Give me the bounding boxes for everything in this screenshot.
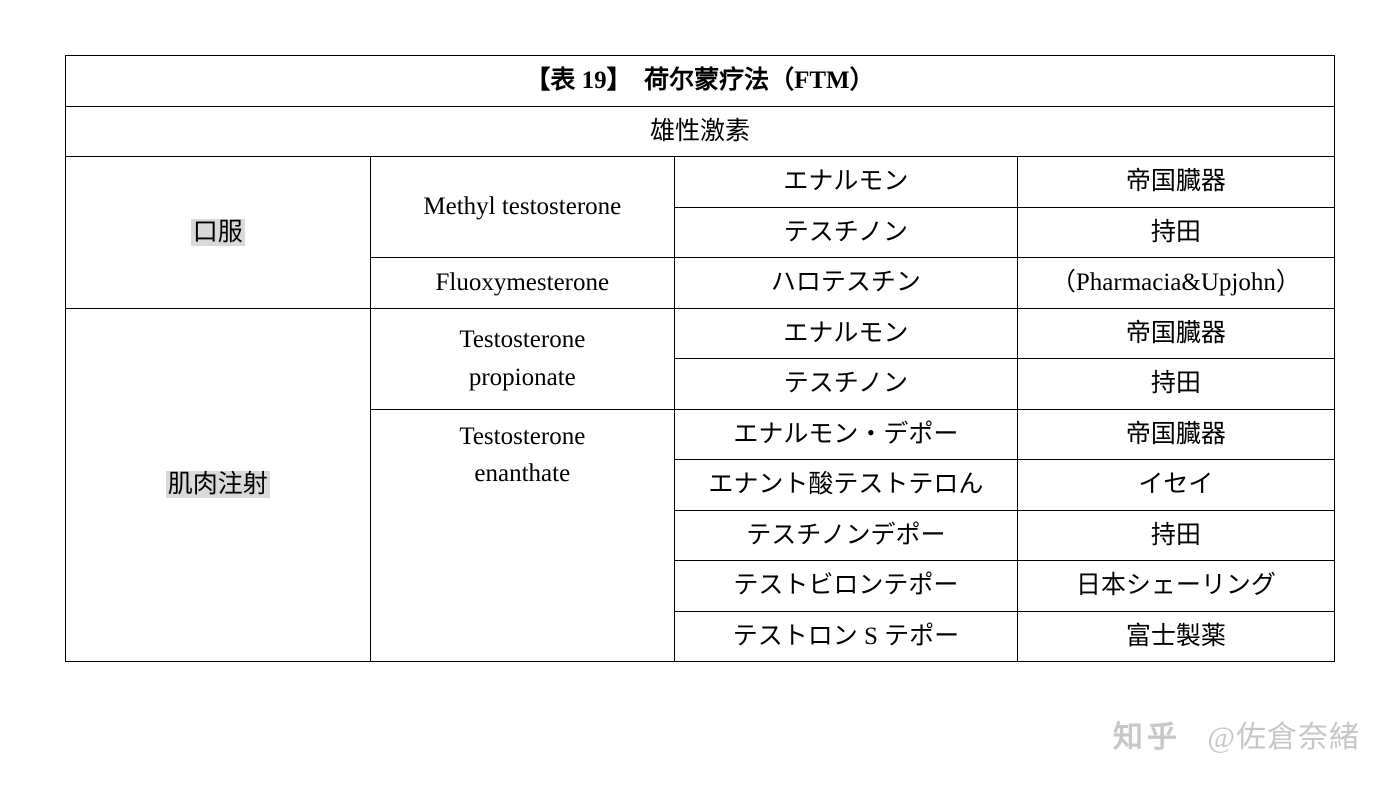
- table-subheader: 雄性激素: [66, 106, 1335, 157]
- compound-cell: Methyl testosterone: [370, 157, 675, 258]
- brand-cell: エナルモン: [675, 308, 1018, 359]
- brand-cell: テスチノンデポー: [675, 510, 1018, 561]
- compound-cell: Fluoxymesterone: [370, 258, 675, 309]
- table-row: 肌肉注射 Testosterone propionate エナルモン 帝国臓器: [66, 308, 1335, 359]
- maker-cell: 帝国臓器: [1017, 157, 1334, 208]
- table-row: 雄性激素: [66, 106, 1335, 157]
- maker-cell: 富士製薬: [1017, 611, 1334, 662]
- brand-cell: エナルモン・デポー: [675, 409, 1018, 460]
- brand-cell: テスチノン: [675, 207, 1018, 258]
- watermark-author: @佐倉奈緒: [1207, 721, 1360, 754]
- watermark: 知乎 @佐倉奈緒: [1113, 712, 1360, 756]
- brand-cell: テスチノン: [675, 359, 1018, 410]
- maker-cell: 帝国臓器: [1017, 409, 1334, 460]
- maker-cell: 日本シェーリング: [1017, 561, 1334, 612]
- maker-cell: （Pharmacia&Upjohn）: [1017, 258, 1334, 309]
- table-title: 【表 19】 荷尔蒙疗法（FTM）: [66, 56, 1335, 107]
- brand-cell: エナルモン: [675, 157, 1018, 208]
- maker-cell: イセイ: [1017, 460, 1334, 511]
- table-row: 口服 Methyl testosterone エナルモン 帝国臓器: [66, 157, 1335, 208]
- watermark-logo: 知乎: [1113, 721, 1181, 754]
- route-injection: 肌肉注射: [66, 308, 371, 662]
- maker-cell: 持田: [1017, 510, 1334, 561]
- route-oral: 口服: [66, 157, 371, 309]
- page-wrapper: 【表 19】 荷尔蒙疗法（FTM） 雄性激素 口服 Methyl testost…: [0, 0, 1400, 717]
- brand-cell: テストロン S テポー: [675, 611, 1018, 662]
- brand-cell: テストビロンテポー: [675, 561, 1018, 612]
- maker-cell: 持田: [1017, 207, 1334, 258]
- compound-cell: Testosterone propionate: [370, 308, 675, 409]
- brand-cell: エナント酸テストテロん: [675, 460, 1018, 511]
- compound-line2: propionate: [469, 364, 576, 391]
- brand-cell: ハロテスチン: [675, 258, 1018, 309]
- table-row: 【表 19】 荷尔蒙疗法（FTM）: [66, 56, 1335, 107]
- route-injection-label: 肌肉注射: [166, 471, 270, 498]
- compound-line2: enanthate: [474, 460, 570, 487]
- compound-line1: Testosterone: [459, 423, 585, 450]
- compound-line1: Testosterone: [459, 326, 585, 353]
- compound-cell: Testosterone enanthate: [370, 409, 675, 662]
- hormone-table: 【表 19】 荷尔蒙疗法（FTM） 雄性激素 口服 Methyl testost…: [65, 55, 1335, 662]
- route-oral-label: 口服: [191, 219, 245, 246]
- maker-cell: 持田: [1017, 359, 1334, 410]
- maker-cell: 帝国臓器: [1017, 308, 1334, 359]
